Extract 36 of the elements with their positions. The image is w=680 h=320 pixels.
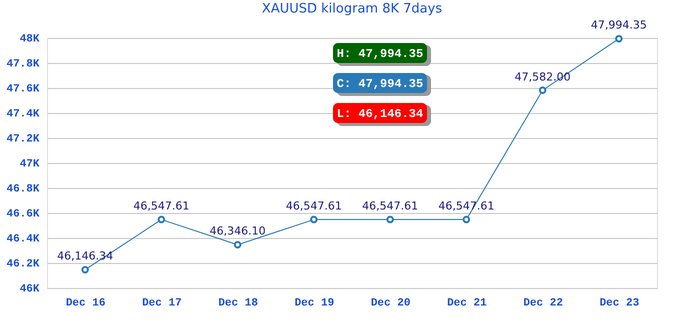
y-tick-label: 46.4K <box>6 234 40 246</box>
x-tick-label: Dec 19 <box>294 298 334 310</box>
annotation: L: 46,146.34 <box>336 107 424 121</box>
y-tick-label: 47.2K <box>6 134 40 146</box>
y-tick-label: 47.4K <box>6 108 40 120</box>
y-tick-label: 47.8K <box>6 58 40 70</box>
point <box>386 216 394 224</box>
x-tick-label: Dec 16 <box>66 298 106 310</box>
data-label: 46,547.61 <box>286 200 342 213</box>
y-tick-label: 46.2K <box>6 258 40 270</box>
chart-title: XAUUSD kilogram 8K 7days <box>262 2 442 17</box>
y-tick-label: 46.8K <box>6 184 40 196</box>
x-tick-label: Dec 20 <box>370 298 410 310</box>
y-tick-label: 47.6K <box>6 84 40 96</box>
x-tick-label: Dec 18 <box>218 298 258 310</box>
x-tick-label: Dec 17 <box>142 298 182 310</box>
data-label: 46,547.61 <box>362 200 418 213</box>
y-tick-label: 47K <box>20 158 40 170</box>
data-label: 46,346.10 <box>210 224 266 238</box>
point <box>462 216 470 224</box>
point <box>234 241 242 248</box>
annotation: H: 47,994.35 <box>336 47 424 61</box>
y-tick-label: 48K <box>20 34 40 46</box>
point <box>538 86 546 94</box>
annotation: C: 47,994.35 <box>336 77 424 91</box>
point <box>310 216 318 224</box>
point <box>158 216 166 224</box>
data-label: 47,994.35 <box>590 18 647 32</box>
y-tick-label: 46K <box>20 284 40 296</box>
point <box>615 34 623 42</box>
y-tick-label: 46.6K <box>6 208 40 220</box>
x-tick-label: Dec 23 <box>600 298 640 310</box>
point <box>81 266 89 274</box>
x-tick-label: Dec 21 <box>447 298 488 310</box>
x-tick-label: Dec 22 <box>523 298 563 310</box>
data-label: 46,547.61 <box>133 200 190 213</box>
